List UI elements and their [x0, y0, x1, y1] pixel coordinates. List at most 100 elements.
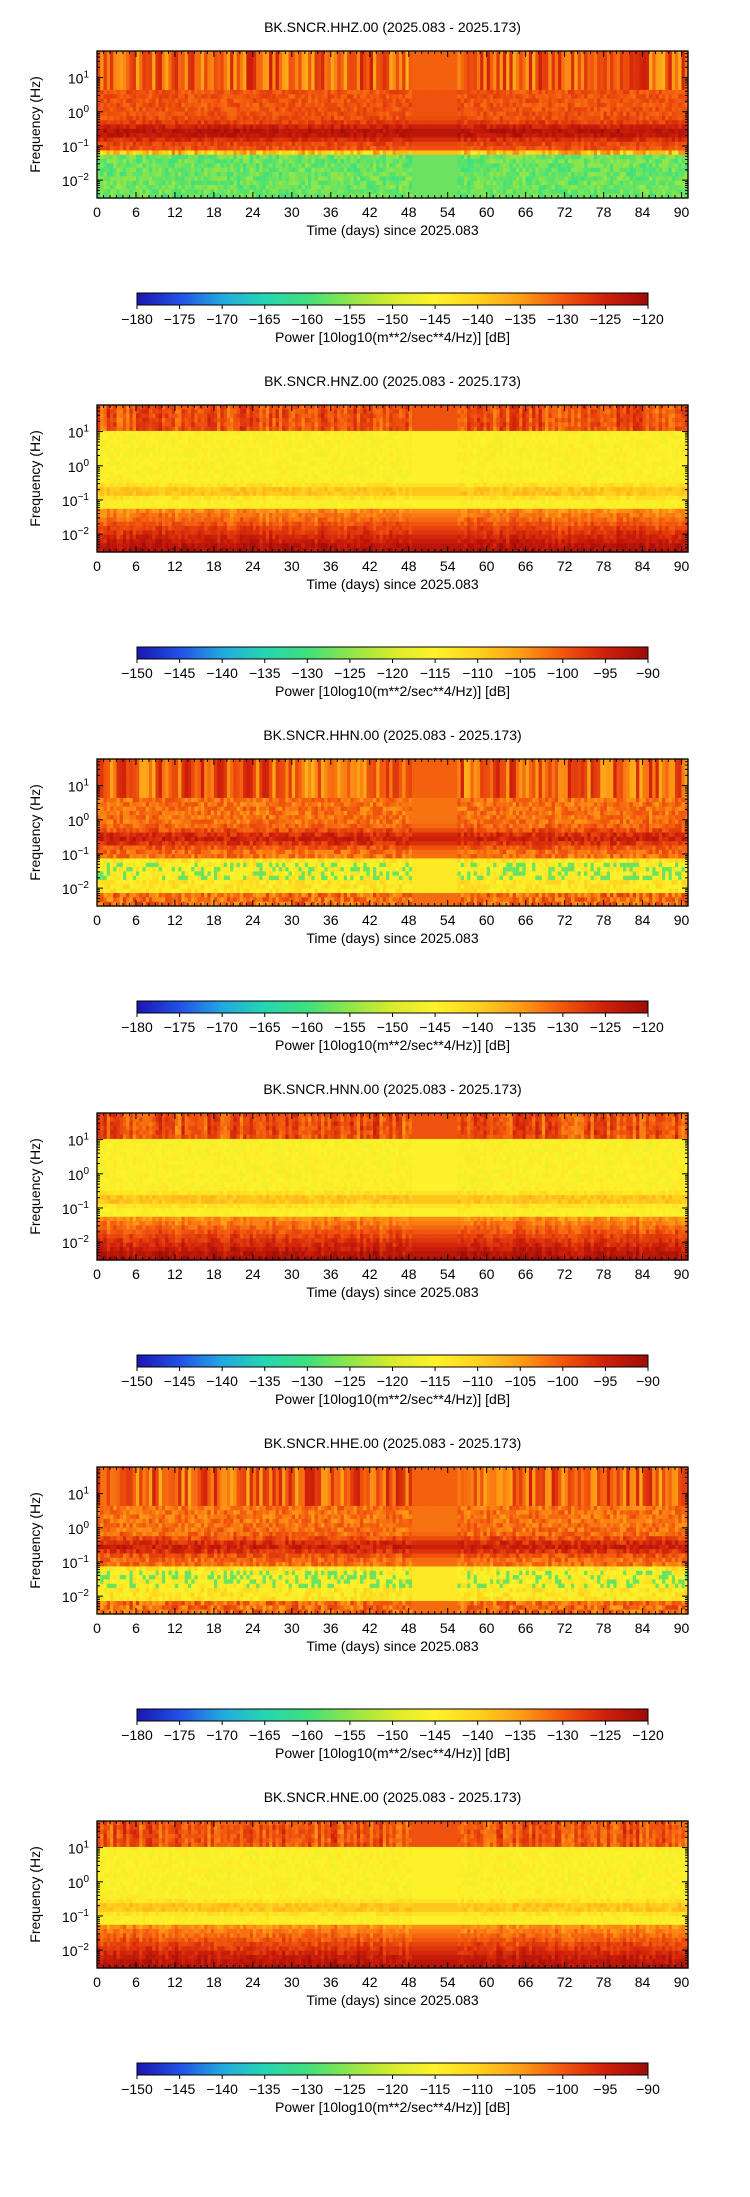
heatmap-cell [155, 128, 160, 134]
spectrogram-panel: BK.SNCR.HHZ.00 (2025.083 - 2025.173)0 6 12… [27, 19, 690, 345]
heatmap-cell [184, 176, 189, 182]
heatmap-cell [142, 137, 147, 143]
heatmap-cell [139, 185, 144, 190]
heatmap-cell [135, 68, 140, 74]
heatmap-cell [148, 124, 153, 130]
heatmap-cell [178, 102, 183, 108]
heatmap-cell [168, 85, 173, 91]
heatmap-cell [148, 150, 153, 156]
heatmap-cell [145, 124, 150, 130]
heatmap-cell [207, 176, 212, 182]
heatmap-cell [158, 68, 163, 74]
heatmap-cell [132, 111, 137, 117]
heatmap-cell [191, 51, 196, 56]
heatmap-cell [119, 167, 124, 173]
heatmap-cell [194, 102, 199, 108]
heatmap-cell [210, 124, 215, 130]
heatmap-cell [148, 193, 153, 199]
heatmap-cell [103, 185, 108, 190]
heatmap-cell [194, 189, 199, 195]
heatmap-cell [122, 51, 127, 56]
heatmap-cell [168, 55, 173, 61]
heatmap-cell [200, 146, 205, 152]
heatmap-cell [100, 172, 105, 177]
heatmap-cell [174, 51, 179, 56]
heatmap-cell [168, 137, 173, 143]
heatmap-cell [197, 63, 202, 69]
heatmap-cell [165, 163, 170, 169]
heatmap-cell [178, 55, 183, 61]
heatmap-cell [217, 172, 221, 177]
heatmap-cell [152, 63, 157, 69]
heatmap-cell [145, 133, 150, 139]
heatmap-cell [103, 107, 108, 113]
heatmap-cell [207, 59, 212, 65]
heatmap-cell [139, 167, 144, 173]
heatmap-cell [200, 111, 205, 117]
heatmap-cell [184, 115, 189, 121]
heatmap-cell [116, 98, 121, 104]
heatmap-cell [100, 193, 105, 199]
heatmap-cell [106, 167, 111, 173]
heatmap-cell [204, 159, 209, 165]
heatmap-cell [184, 163, 189, 169]
heatmap-cell [210, 85, 215, 91]
heatmap-cell [152, 72, 157, 78]
heatmap-cell [200, 107, 205, 113]
heatmap-cell [165, 146, 170, 152]
heatmap-cell [207, 107, 212, 113]
heatmap-cell [103, 163, 108, 169]
heatmap-cell [113, 189, 118, 195]
heatmap-cell [158, 94, 163, 100]
heatmap-cell [126, 167, 131, 173]
heatmap-cell [142, 120, 147, 126]
heatmap-cell [184, 55, 189, 61]
heatmap-cell [109, 68, 114, 74]
heatmap-cell [142, 141, 147, 147]
heatmap-cell [145, 94, 150, 100]
heatmap-cell [142, 124, 147, 130]
heatmap-cell [210, 81, 215, 87]
heatmap-cell [109, 59, 114, 65]
heatmap-cell [217, 128, 221, 134]
heatmap-cell [113, 89, 118, 95]
heatmap-cell [155, 124, 160, 130]
heatmap-cell [217, 167, 221, 173]
heatmap-cell [145, 85, 150, 91]
heatmap-cell [135, 176, 140, 182]
heatmap-cell [158, 76, 163, 82]
heatmap-cell [200, 59, 205, 65]
heatmap-cell [122, 89, 127, 95]
heatmap-cell [174, 85, 179, 91]
heatmap-cell [152, 133, 157, 139]
heatmap-cell [122, 163, 127, 169]
heatmap-cell [213, 159, 218, 165]
heatmap-cell [217, 120, 221, 126]
heatmap-cell [158, 133, 163, 139]
heatmap-cell [171, 185, 176, 190]
heatmap-cell [213, 107, 218, 113]
heatmap-cell [142, 63, 147, 69]
heatmap-cell [129, 94, 134, 100]
heatmap-cell [194, 154, 199, 160]
heatmap-cell [116, 59, 121, 65]
heatmap-cell [181, 98, 186, 104]
heatmap-cell [207, 94, 212, 100]
heatmap-cell [191, 185, 196, 190]
heatmap-cell [106, 159, 111, 165]
heatmap-cell [165, 51, 170, 56]
heatmap-cell [106, 120, 111, 126]
heatmap-cell [213, 89, 218, 95]
heatmap-cell [126, 76, 131, 82]
heatmap-cell [155, 94, 160, 100]
heatmap-cell [129, 137, 134, 143]
heatmap-cell [210, 137, 215, 143]
heatmap-cell [187, 76, 192, 82]
heatmap-cell [103, 94, 108, 100]
heatmap-cell [217, 51, 221, 56]
heatmap-cell [142, 51, 147, 56]
heatmap-cell [126, 141, 131, 147]
heatmap-cell [126, 120, 131, 126]
heatmap-cell [155, 146, 160, 152]
heatmap-cell [217, 163, 221, 169]
